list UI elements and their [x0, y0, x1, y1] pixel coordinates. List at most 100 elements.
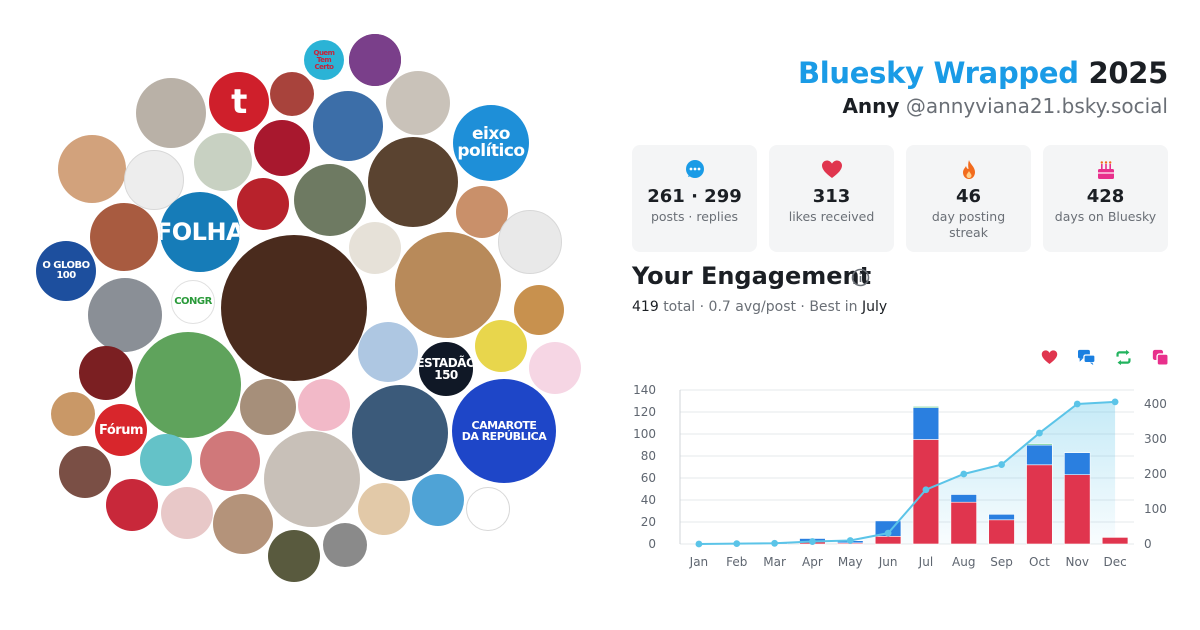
follower-avatar[interactable] — [466, 487, 510, 531]
follower-avatar[interactable] — [386, 71, 450, 135]
likes-legend-heart-icon[interactable] — [1038, 346, 1060, 368]
follower-avatar[interactable] — [240, 379, 296, 435]
follower-avatar-congress[interactable]: CONGR — [171, 280, 215, 324]
follower-avatar[interactable] — [294, 164, 366, 236]
follower-avatar[interactable] — [412, 474, 464, 526]
avatar-label: CAMAROTE DA REPÚBLICA — [461, 419, 547, 443]
follower-avatar-folha[interactable]: FOLHA — [160, 192, 240, 272]
follower-avatar[interactable] — [135, 332, 241, 438]
follower-avatar[interactable] — [79, 346, 133, 400]
x-tick-label: Aug — [952, 555, 975, 569]
follower-avatar[interactable] — [51, 392, 95, 436]
follower-avatar-eixo-politico[interactable]: eixo político — [453, 105, 529, 181]
display-name: Anny — [842, 94, 900, 118]
reposts-legend-repost-icon[interactable] — [1112, 346, 1134, 368]
follower-avatar[interactable] — [323, 523, 367, 567]
replies-legend-chat-icon[interactable] — [1075, 346, 1097, 368]
cumulative-point — [960, 470, 968, 478]
follower-avatar[interactable] — [237, 178, 289, 230]
stat-card-days: 428 days on Bluesky — [1043, 145, 1168, 252]
follower-avatar[interactable] — [298, 379, 350, 431]
follower-avatar-person-with-glasses[interactable] — [349, 34, 401, 86]
follower-avatar[interactable] — [313, 91, 383, 161]
follower-avatar[interactable] — [395, 232, 501, 338]
x-tick-label: Jul — [918, 555, 933, 569]
follower-avatar[interactable] — [106, 479, 158, 531]
stat-value: 428 — [1086, 186, 1125, 207]
follower-avatar-o-globo-100[interactable]: O GLOBO 100 — [36, 241, 96, 301]
follower-avatar[interactable] — [140, 434, 192, 486]
info-icon[interactable] — [851, 268, 870, 291]
chart-axes: 0 20 40 60 80 100 120 140 0 100 200 300 400 Jan Feb Mar… — [633, 383, 1167, 569]
cumulative-line — [695, 398, 1119, 548]
avatar-cloud: Quem Tem Certo t eixo político FOLHA O GLOBO… — [36, 34, 581, 582]
bar-segment — [1026, 464, 1053, 545]
follower-avatar[interactable] — [254, 120, 310, 176]
cumulative-area-fill — [698, 401, 1116, 544]
cumulative-point — [809, 538, 816, 545]
stat-card-streak: 46 day posting streak — [906, 145, 1031, 252]
x-tick-label: Nov — [1066, 555, 1089, 569]
flame-icon — [906, 159, 1031, 181]
bar-segment — [1064, 452, 1091, 475]
follower-avatar[interactable] — [268, 530, 320, 582]
follower-avatar[interactable] — [161, 487, 213, 539]
x-tick-label: Feb — [726, 555, 747, 569]
follower-avatar-quem-tem-certo[interactable]: Quem Tem Certo — [304, 40, 344, 80]
follower-avatar[interactable] — [475, 320, 527, 372]
x-tick-label: Dec — [1103, 555, 1126, 569]
follower-avatar[interactable] — [514, 285, 564, 335]
follower-avatar[interactable] — [368, 137, 458, 227]
cumulative-point — [846, 537, 854, 544]
bar-segment — [950, 501, 977, 545]
follower-avatar-forum[interactable]: Fórum — [95, 404, 147, 456]
follower-avatar-estadao-150[interactable]: ESTADÃO 150 — [419, 342, 473, 396]
avatar-label: eixo político — [457, 124, 525, 161]
follower-avatar[interactable] — [352, 385, 448, 481]
follower-avatar[interactable] — [88, 278, 162, 352]
bar-segment — [988, 514, 1015, 521]
follower-avatar[interactable] — [136, 78, 206, 148]
y-tick-label: 60 — [641, 471, 656, 485]
cumulative-point — [1073, 400, 1081, 408]
engagement-title: Your Engagement — [632, 262, 872, 290]
quotes-legend-quote-icon[interactable] — [1149, 346, 1171, 368]
user-handle: @annyviana21.bsky.social — [905, 94, 1168, 118]
bar-segment — [1026, 443, 1053, 446]
follower-avatar[interactable] — [264, 431, 360, 527]
follower-avatar-camarote-da-republica[interactable]: CAMAROTE DA REPÚBLICA — [452, 379, 556, 483]
follower-avatar[interactable] — [358, 322, 418, 382]
y2-tick-label: 200 — [1144, 467, 1167, 481]
follower-avatar-tumblr-t[interactable]: t — [209, 72, 269, 132]
follower-avatar[interactable] — [221, 235, 367, 381]
y-tick-label: 140 — [633, 383, 656, 397]
x-tick-label: May — [838, 555, 863, 569]
title-year: 2025 — [1088, 56, 1168, 90]
avatar-label: ESTADÃO 150 — [419, 356, 473, 382]
stat-card-posts: 261 · 299 posts · replies — [632, 145, 757, 252]
follower-avatar[interactable] — [194, 133, 252, 191]
engagement-summary: 419 total · 0.7 avg/post · Best in July — [632, 299, 887, 315]
cake-icon — [1043, 159, 1168, 181]
follower-avatar[interactable] — [200, 431, 260, 491]
follower-avatar[interactable] — [498, 210, 562, 274]
y2-tick-label: 100 — [1144, 502, 1167, 516]
cumulative-point — [733, 540, 741, 548]
bar-segment — [950, 494, 977, 503]
stat-card-likes: 313 likes received — [769, 145, 894, 252]
cumulative-point — [998, 461, 1005, 468]
follower-avatar[interactable] — [358, 483, 410, 535]
follower-avatar[interactable] — [349, 222, 401, 274]
cumulative-point — [1111, 398, 1119, 406]
follower-avatar[interactable] — [270, 72, 314, 116]
follower-avatar[interactable] — [213, 494, 273, 554]
y-tick-label: 40 — [641, 493, 656, 507]
follower-avatar[interactable] — [529, 342, 581, 394]
best-month: July — [862, 299, 888, 315]
cumulative-point — [1036, 429, 1043, 437]
follower-avatar[interactable] — [59, 446, 111, 498]
cumulative-point — [884, 529, 892, 537]
follower-avatar[interactable] — [90, 203, 158, 271]
follower-avatar[interactable] — [58, 135, 126, 203]
engagement-chart: 0 20 40 60 80 100 120 140 0 100 200 300 400 Jan Feb Mar… — [633, 383, 1167, 569]
